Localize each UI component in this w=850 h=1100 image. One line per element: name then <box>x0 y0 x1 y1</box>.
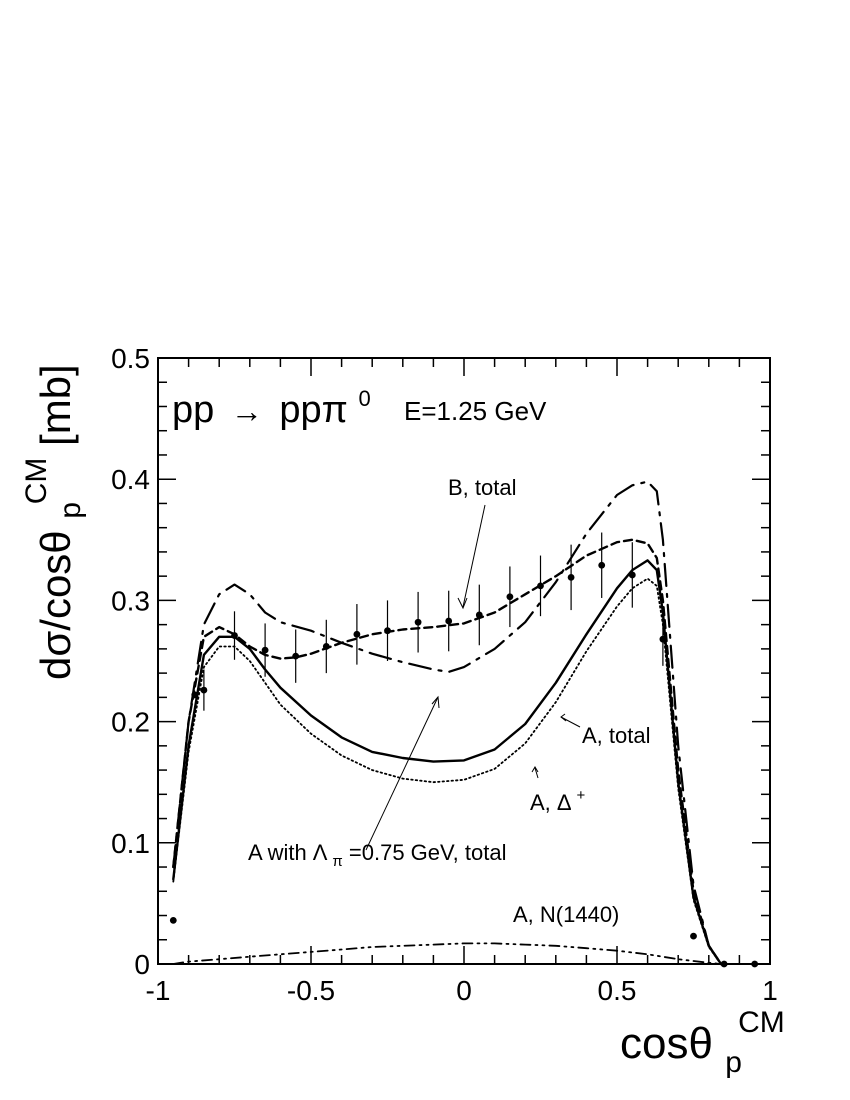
annotation-b-total-arrowhead <box>457 597 468 610</box>
series-b-total <box>172 538 723 966</box>
annotation-b-total-arrow <box>462 504 486 608</box>
data-point <box>506 593 514 601</box>
data-point <box>567 573 575 581</box>
annotation-a-lambda-part2: =0.75 GeV, total <box>349 840 507 865</box>
data-point <box>690 932 697 940</box>
reaction-arrow: → <box>231 393 263 429</box>
annotation-a-lambda-arrow <box>365 696 439 851</box>
y-tick-label: 0.1 <box>111 828 150 859</box>
annotation-a-lambda-sub: π <box>332 853 342 870</box>
series-a <box>172 577 722 965</box>
y-tick-label: 0.3 <box>111 585 150 616</box>
y-tick-label: 0 <box>134 949 150 980</box>
y-axis-title-sup: CM <box>20 458 53 505</box>
data-point <box>191 691 199 699</box>
data-point <box>169 916 177 924</box>
x-tick-label: 0 <box>456 975 472 1006</box>
data-point <box>414 618 422 626</box>
y-tick-label: 0.4 <box>111 464 150 495</box>
y-axis-title-sub: p <box>54 502 87 519</box>
data-point <box>475 611 483 619</box>
data-point <box>628 571 636 579</box>
annotation-a-delta: A, Δ + <box>530 787 586 815</box>
annotation-a-delta-base: A, Δ <box>530 790 572 815</box>
x-tick-label: 0.5 <box>598 975 637 1006</box>
x-axis-title-sup: CM <box>738 1006 785 1039</box>
data-point <box>659 635 667 643</box>
annotation-b-total: B, total <box>448 475 516 500</box>
annotation-a-lambda-part1: A with Λ <box>248 840 328 865</box>
y-axis-title-base: dσ/cosθ <box>32 530 79 680</box>
data-point <box>231 632 238 639</box>
data-point <box>598 561 606 569</box>
reaction-label: pp → ppπ 0 <box>172 386 371 431</box>
data-point <box>445 617 453 625</box>
annotation-a-delta-arrow <box>534 767 539 779</box>
annotation-a-lambda: A with Λ π =0.75 GeV, total <box>248 840 507 871</box>
series-a-with-0-75-gev-total <box>172 480 723 966</box>
energy-label: E=1.25 GeV <box>404 396 547 426</box>
y-axis-title: dσ/cosθ p CM [mb] <box>8 364 89 680</box>
data-point <box>292 652 300 660</box>
ticks-layer: -1 -0.5 0 0.5 1 0 0.1 0.2 0.3 0.4 0.5 <box>111 343 778 1006</box>
y-tick-label: 0.2 <box>111 707 150 738</box>
x-tick-label: -0.5 <box>287 975 335 1006</box>
y-tick-label: 0.5 <box>111 343 150 374</box>
x-axis-title: cosθ p CM <box>620 1006 785 1082</box>
data-point <box>200 686 208 694</box>
data-points-layer <box>169 532 759 968</box>
data-point <box>322 643 330 650</box>
x-tick-label: 1 <box>762 975 778 1006</box>
curves-layer <box>172 480 723 966</box>
annotation-a-lambda-arrowhead <box>431 695 440 709</box>
data-point <box>261 646 269 654</box>
annotation-a-n1440: A, N(1440) <box>513 902 619 927</box>
annotation-a-delta-sup: + <box>577 787 586 804</box>
x-axis-title-sub: p <box>725 1046 742 1079</box>
reaction-lhs: pp <box>172 389 214 431</box>
annotation-a-total-arrow <box>560 716 581 728</box>
data-point <box>353 630 361 638</box>
series-a-n-1440 <box>172 942 722 965</box>
x-tick-label: -1 <box>146 975 171 1006</box>
reaction-rhs: ppπ <box>279 389 348 431</box>
annotation-a-total-arrowhead <box>560 713 567 722</box>
x-axis-title-base: cosθ <box>620 1019 713 1068</box>
data-point <box>384 627 391 635</box>
data-point <box>537 582 544 590</box>
annotation-a-total: A, total <box>582 723 650 748</box>
reaction-rhs-sup: 0 <box>358 386 370 411</box>
series-a-total <box>172 559 723 966</box>
annotation-a-delta-arrowhead <box>531 766 539 773</box>
y-axis-title-unit: [mb] <box>32 364 79 446</box>
